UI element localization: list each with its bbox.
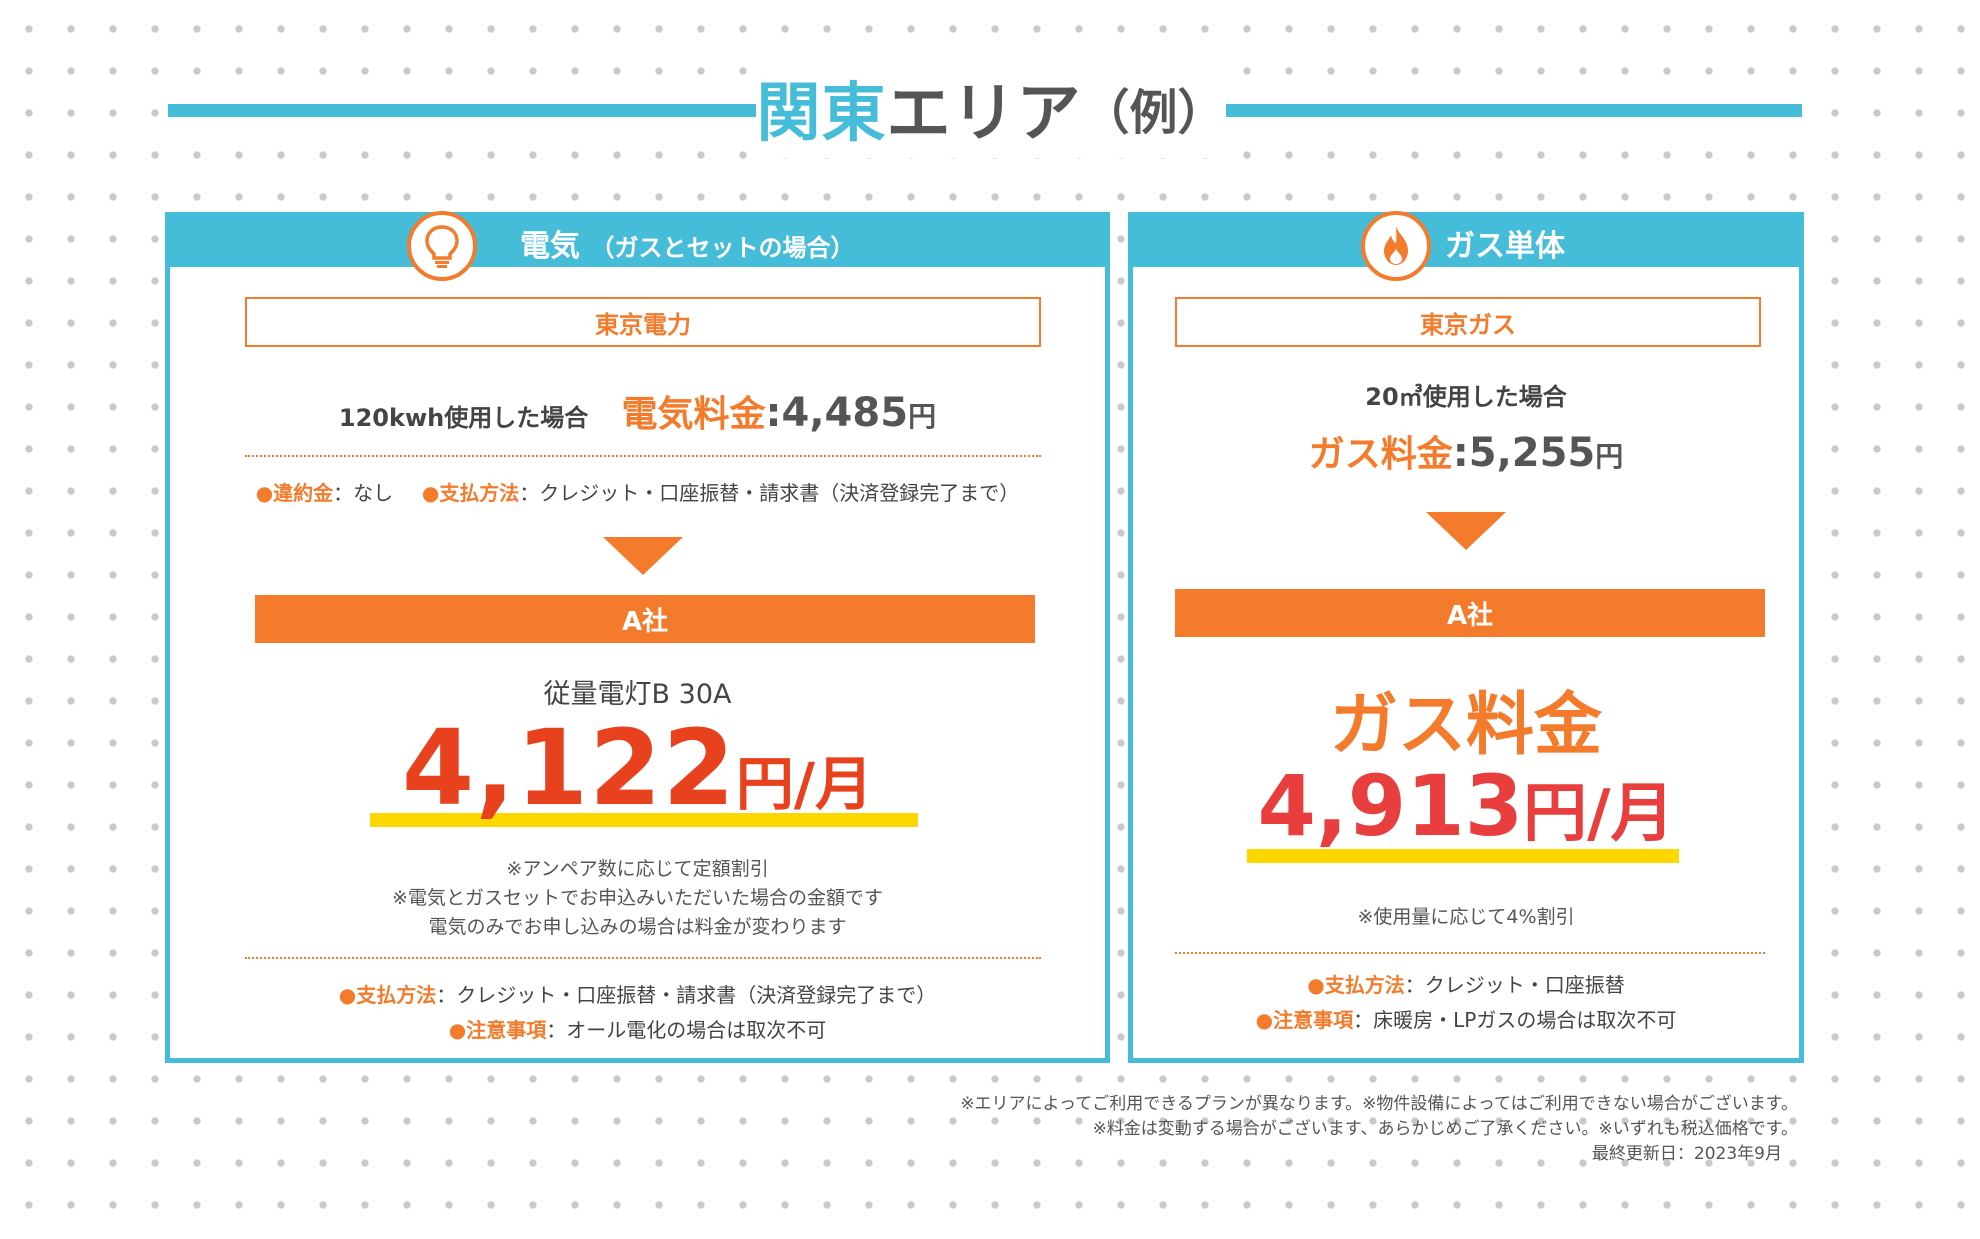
gas-fee-value: :5,255 [1452,430,1596,476]
electric-caution-value: ：オール電化の場合は取次不可 [546,1018,827,1042]
gas-price-highlight [1247,849,1679,863]
footer-notes: ※エリアによってご利用できるプランが異なります。※物件設備によってはご利用できな… [960,1092,1798,1167]
gas-current-company: 東京ガス [1175,297,1761,347]
title-line-left [168,104,756,117]
gas-note: ※使用量に応じて4%割引 [1357,906,1575,928]
footer-updated: 最終更新日：2023年9月 [1591,1144,1782,1164]
electric-note-2: ※電気とガスセットでお申込みいただいた場合の金額です [392,887,883,909]
gas-fee-label: ガス料金 [1308,434,1453,475]
gas-caution-label: 注意事項 [1273,1008,1354,1032]
page-title: 関東 エリア （例） [756,58,1226,158]
electric-price: 4,122円/月 [170,707,1105,829]
title-area: エリア [886,77,1082,151]
electric-caution-label: 注意事項 [466,1018,547,1042]
lightbulb-icon [407,211,477,281]
electric-divider-1 [245,455,1041,457]
gas-caution: ●注意事項：床暖房・LPガスの場合は取次不可 [1133,1004,1799,1033]
electric-header-label: 電気 （ガスとセットの場合） [520,221,854,265]
electric-caution: ●注意事項：オール電化の場合は取次不可 [170,1014,1105,1043]
electric-new-company: A社 [255,595,1035,643]
bullet-icon: ● [448,1018,467,1042]
electric-note-3: 電気のみでお申し込みの場合は料金が変わります [428,916,847,938]
footer-note-2: ※料金は変動する場合がございます、あらかじめご了承ください。※いずれも税込価格で… [1092,1119,1798,1139]
electric-card: 電気 （ガスとセットの場合） 東京電力 120kwh使用した場合 電気料金:4,… [165,211,1110,1063]
electric-notes: ※アンペア数に応じて定額割引 ※電気とガスセットでお申込みいただいた場合の金額で… [170,855,1105,942]
flame-icon [1361,211,1431,281]
electric-fee-label: 電気料金 [621,394,766,435]
gas-payment-value: ：クレジット・口座振替 [1404,973,1625,997]
electric-price-unit: 円/月 [735,750,874,818]
bullet-icon: ● [255,481,274,505]
electric-cancel-label: 違約金 [273,481,334,505]
bullet-icon: ● [421,481,440,505]
bullet-icon: ● [338,983,357,1007]
gas-new-company: A社 [1175,589,1765,637]
gas-card: ガス単体 東京ガス 20㎥使用した場合 ガス料金:5,255円 A社 ガス料金 … [1128,211,1804,1063]
bullet-icon: ● [1307,973,1325,997]
electric-footer-payment-value: ：クレジット・口座振替・請求書（決済登録完了まで） [436,983,937,1007]
gas-card-header: ガス単体 [1133,217,1799,267]
bullet-icon: ● [1255,1008,1274,1032]
electric-fee-value: :4,485 [765,390,909,436]
electric-current-company: 東京電力 [245,297,1041,347]
gas-fee-line: ガス料金:5,255円 [1133,425,1799,477]
gas-fee-unit: 円 [1595,440,1624,473]
footer-note-1: ※エリアによってご利用できるプランが異なります。※物件設備によってはご利用できな… [960,1094,1798,1114]
title-line-right [1226,104,1802,117]
gas-usage: 20㎥使用した場合 [1365,383,1567,411]
gas-arrow-down-icon [1426,512,1506,550]
electric-payment-label: 支払方法 [439,481,520,505]
gas-price: 4,913円/月 [1133,757,1799,855]
gas-price-label: ガス料金 [1329,686,1602,765]
electric-plan-name: 従量電灯B 30A [543,679,732,710]
electric-fee-unit: 円 [908,400,937,433]
electric-fee-line: 120kwh使用した場合 電気料金:4,485円 [170,385,1105,437]
electric-header-title: 電気 [520,229,580,264]
gas-payment: ●支払方法：クレジット・口座振替 [1133,969,1799,998]
electric-divider-2 [245,957,1041,959]
electric-price-highlight [370,813,918,827]
electric-header-sub: （ガスとセットの場合） [590,234,855,262]
electric-price-value: 4,122 [401,707,736,829]
gas-payment-label: 支払方法 [1324,973,1405,997]
gas-divider [1175,952,1765,954]
electric-usage: 120kwh使用した場合 [338,404,589,432]
gas-price-value: 4,913 [1257,757,1524,855]
electric-payment-value: ：クレジット・口座振替・請求書（決済登録完了まで） [519,481,1020,505]
electric-note-1: ※アンペア数に応じて定額割引 [506,858,769,880]
electric-arrow-down-icon [603,537,683,575]
gas-caution-value: ：床暖房・LPガスの場合は取次不可 [1353,1008,1677,1032]
electric-cancel-value: ：なし [333,481,394,505]
electric-card-header: 電気 （ガスとセットの場合） [170,217,1105,267]
gas-price-unit: 円/月 [1523,777,1675,851]
electric-terms-line: ●違約金：なし ●支払方法：クレジット・口座振替・請求書（決済登録完了まで） [170,477,1105,506]
electric-payment-footer: ●支払方法：クレジット・口座振替・請求書（決済登録完了まで） [170,979,1105,1008]
gas-header-label: ガス単体 [1445,229,1565,264]
electric-footer-payment-label: 支払方法 [356,983,437,1007]
title-example: （例） [1081,85,1226,141]
title-region: 関東 [756,77,887,151]
